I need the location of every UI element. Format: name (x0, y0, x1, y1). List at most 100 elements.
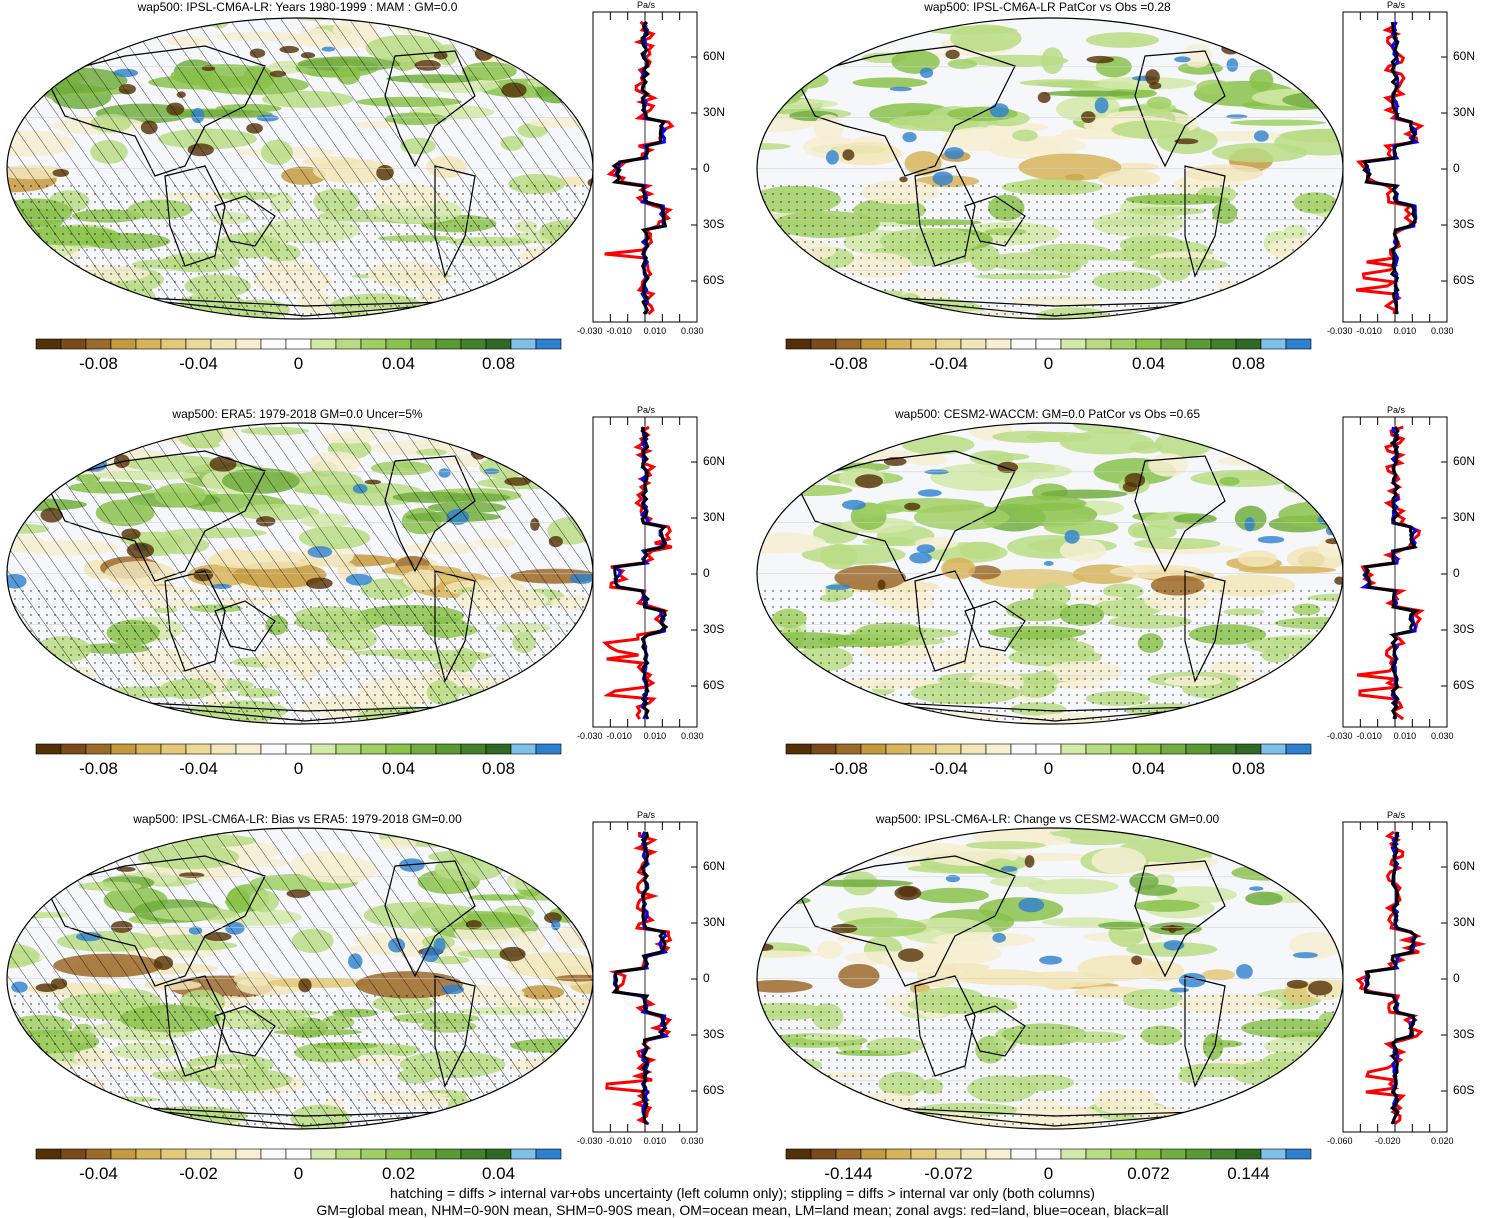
colorbar-tick-label: 0.08 (1231, 354, 1266, 373)
colorbar-swatch (1135, 743, 1162, 755)
profile-x-tick-label: 0.030 (681, 326, 704, 336)
colorbar-swatch (535, 338, 562, 350)
profile-lat-label: 30S (703, 622, 725, 636)
profile-x-tick-label: -0.020 (1375, 1136, 1401, 1146)
field-extreme (877, 579, 886, 591)
colorbar-swatch (1010, 338, 1037, 350)
colorbar-swatch (960, 338, 987, 350)
colorbar-tick-label: -0.04 (929, 354, 968, 373)
colorbar-swatch (1160, 338, 1187, 350)
field-extreme (1325, 538, 1342, 545)
field-patch (1091, 847, 1146, 875)
colorbar-swatch (110, 338, 137, 350)
colorbar-swatch (335, 1148, 362, 1160)
field-patch (1059, 538, 1107, 562)
field-patch (907, 453, 948, 466)
profile-lat-label: 60N (703, 49, 726, 63)
colorbar-swatch (935, 743, 962, 755)
field-patch (1231, 864, 1300, 881)
colorbar-swatch (1110, 743, 1137, 755)
field-patch (484, 18, 556, 35)
colorbar-swatch (360, 1148, 387, 1160)
colorbar-swatch (935, 1148, 962, 1160)
field-patch (979, 568, 1085, 589)
panel-title: wap500: CESM2-WACCM: GM=0.0 PatCor vs Ob… (895, 407, 1200, 421)
field-patch (757, 950, 822, 959)
field-patch (1077, 955, 1161, 981)
profile-x-tick-label: 0.030 (1431, 326, 1454, 336)
field-patch (555, 270, 592, 292)
field-extreme (776, 902, 794, 908)
colorbar-tick-label: 0.04 (381, 759, 416, 778)
profile-lat-label: 60S (703, 273, 725, 287)
footer-line-2: GM=global mean, NHM=0-90N mean, SHM=0-90… (316, 1202, 1169, 1218)
field-patch (1237, 550, 1278, 567)
colorbar-swatch (485, 743, 512, 755)
field-patch (1222, 711, 1267, 724)
colorbar-swatch (835, 338, 862, 350)
field-patch (554, 679, 589, 688)
zonal-profile (592, 11, 698, 323)
coastline (1134, 50, 1226, 168)
field-extreme (1122, 482, 1138, 492)
colorbar-swatch (985, 338, 1012, 350)
field-patch (838, 963, 880, 989)
colorbar-swatch (85, 743, 112, 755)
panel-5: wap500: IPSL-CM6A-LR: Bias vs ERA5: 1979… (0, 810, 740, 1210)
colorbar-swatch (60, 1148, 87, 1160)
colorbar-swatch (110, 743, 137, 755)
colorbar-swatch (510, 1148, 537, 1160)
colorbar-swatch (60, 338, 87, 350)
field-extreme (1307, 980, 1333, 996)
field-patch (948, 969, 1048, 985)
field-patch (836, 934, 858, 943)
colorbar-swatch (785, 338, 812, 350)
colorbar (785, 1148, 1312, 1160)
field-patch (520, 292, 577, 318)
profile-x-tick-label: 0.010 (643, 731, 667, 741)
colorbar-swatch (85, 1148, 112, 1160)
colorbar-swatch (35, 1148, 62, 1160)
field-patch (1043, 90, 1137, 97)
colorbar-swatch (135, 338, 162, 350)
colorbar-swatch (1085, 1148, 1112, 1160)
field-patch (392, 829, 488, 838)
field-extreme (539, 52, 561, 65)
field-patch (777, 897, 811, 905)
field-patch (1133, 537, 1221, 550)
field-patch (34, 454, 66, 482)
colorbar-swatch (285, 338, 312, 350)
colorbar-swatch (1235, 338, 1262, 350)
field-patch (421, 832, 505, 846)
field-patch (510, 697, 547, 720)
colorbar-swatch (860, 338, 887, 350)
colorbar-tick-label: -0.08 (829, 759, 868, 778)
field-patch (757, 667, 791, 692)
field-patch (904, 151, 942, 176)
field-patch (1191, 828, 1257, 850)
field-patch (834, 565, 906, 591)
stippling (757, 993, 1343, 1129)
colorbar-swatch (785, 743, 812, 755)
colorbar-tick-label: 0.04 (1131, 354, 1166, 373)
profile-x-tick-label: -0.010 (606, 731, 632, 741)
field-patch (1060, 430, 1155, 455)
field-patch (947, 59, 978, 69)
profile-x-tick-label: 0.010 (1393, 731, 1417, 741)
field-patch (830, 142, 902, 166)
footer-line-1: hatching = diffs > internal var+obs unce… (390, 1185, 1095, 1201)
field-patch (1173, 513, 1217, 524)
field-extreme (1226, 114, 1248, 119)
field-extreme (1257, 536, 1285, 544)
colorbar-tick-label: 0 (1043, 1164, 1054, 1183)
field-patch (18, 835, 43, 862)
field-patch (771, 71, 809, 100)
field-patch (1225, 1110, 1269, 1119)
colorbar-swatch (210, 338, 237, 350)
colorbar-swatch (160, 743, 187, 755)
field-patch (1085, 32, 1160, 48)
field-patch (53, 828, 100, 850)
colorbar-swatch (1210, 743, 1237, 755)
field-patch (1097, 921, 1146, 930)
profile-lat-label: 60S (1453, 1083, 1475, 1097)
